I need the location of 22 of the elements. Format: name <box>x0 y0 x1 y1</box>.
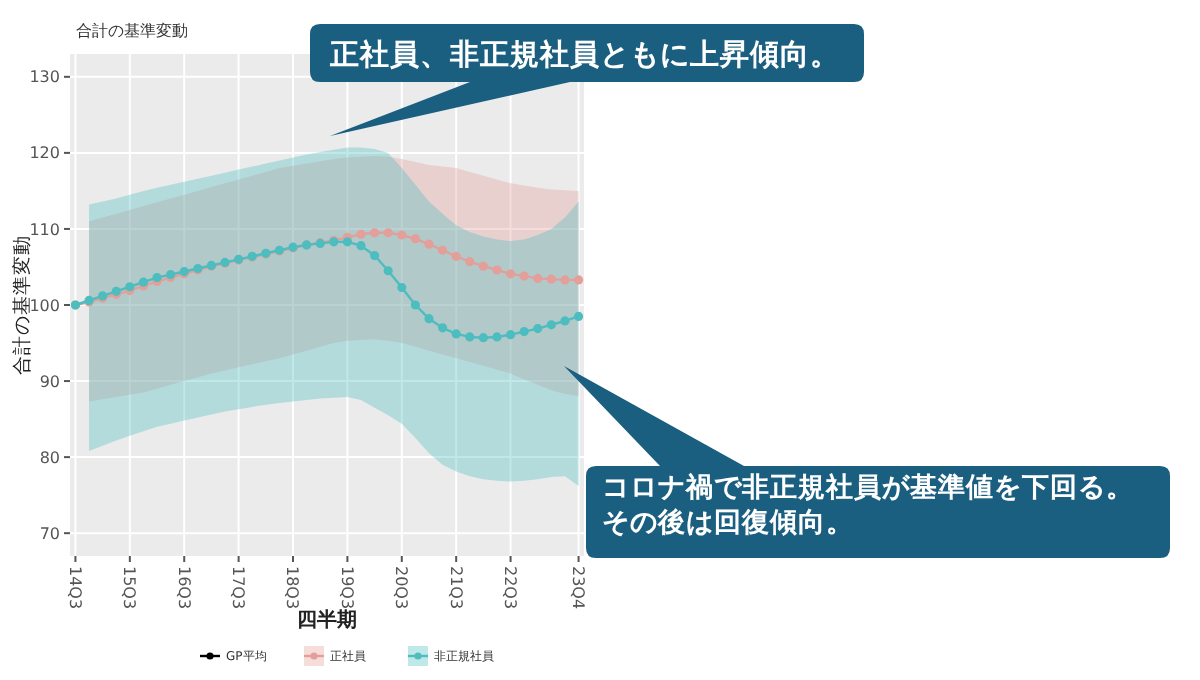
y-tick-label: 80 <box>39 448 60 467</box>
x-tick-label: 22Q3 <box>500 566 519 610</box>
y-tick-label: 100 <box>29 296 60 315</box>
x-tick-label: 21Q3 <box>446 566 465 610</box>
y-tick-label: 130 <box>29 68 60 87</box>
x-tick-label: 20Q3 <box>392 566 411 610</box>
y-tick-label: 120 <box>29 144 60 163</box>
annotation: 正社員、非正規社員ともに上昇傾向。 <box>328 38 840 73</box>
x-axis-title: 四半期 <box>297 608 357 632</box>
x-tick-label: 19Q3 <box>337 566 356 610</box>
x-tick-label: 16Q3 <box>174 566 193 610</box>
chart-title: 合計の基準変動 <box>76 22 188 40</box>
y-tick-label: 90 <box>39 372 60 391</box>
y-axis-title: 合計の基準変動 <box>10 235 34 375</box>
x-tick-label: 14Q3 <box>65 566 84 610</box>
y-tick-label: 70 <box>39 524 60 543</box>
x-tick-label: 17Q3 <box>229 566 248 610</box>
x-tick-label: 15Q3 <box>120 566 139 610</box>
text: コロナ禍で非正規社員が基準値を下回る。その後は回復傾向。 <box>602 470 1134 540</box>
x-tick-label: 23Q4 <box>568 566 587 610</box>
x-tick-label: 18Q3 <box>283 566 302 610</box>
y-tick-label: 110 <box>29 220 60 239</box>
